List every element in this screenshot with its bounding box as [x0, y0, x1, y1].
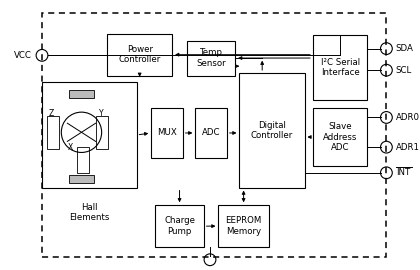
Bar	[69, 90, 94, 98]
Text: I²C Serial
Interface: I²C Serial Interface	[320, 58, 360, 77]
Text: VCC: VCC	[13, 51, 32, 60]
Bar	[107, 34, 172, 76]
Bar	[69, 175, 94, 183]
Text: X: X	[68, 143, 73, 152]
Text: Power
Controller: Power Controller	[118, 45, 161, 64]
Bar	[77, 147, 89, 173]
Bar	[313, 108, 368, 166]
Bar	[42, 14, 386, 256]
Bar	[313, 35, 368, 100]
Text: Temp
Sensor: Temp Sensor	[196, 48, 226, 68]
Text: ADC: ADC	[202, 129, 220, 137]
Bar	[195, 108, 227, 158]
Bar	[47, 116, 59, 148]
Text: EEPROM
Memory: EEPROM Memory	[226, 217, 262, 236]
Bar	[187, 40, 235, 76]
Text: Z: Z	[49, 109, 54, 118]
Text: Y: Y	[99, 109, 104, 118]
Text: ADR0: ADR0	[396, 113, 420, 122]
Bar	[96, 116, 108, 148]
Bar	[239, 73, 304, 188]
Text: MUX: MUX	[157, 129, 177, 137]
Text: SCL: SCL	[396, 66, 412, 75]
Text: Digital
Controller: Digital Controller	[251, 121, 293, 140]
Bar	[42, 82, 136, 188]
Bar	[218, 205, 269, 247]
Bar	[151, 108, 183, 158]
Text: SDA: SDA	[396, 44, 414, 53]
Text: INT: INT	[396, 168, 410, 177]
Text: Slave
Address
ADC: Slave Address ADC	[323, 122, 357, 152]
Bar	[155, 205, 204, 247]
Text: Hall
Elements: Hall Elements	[69, 202, 110, 222]
Text: Charge
Pump: Charge Pump	[164, 217, 195, 236]
Text: ADR1: ADR1	[396, 143, 420, 152]
